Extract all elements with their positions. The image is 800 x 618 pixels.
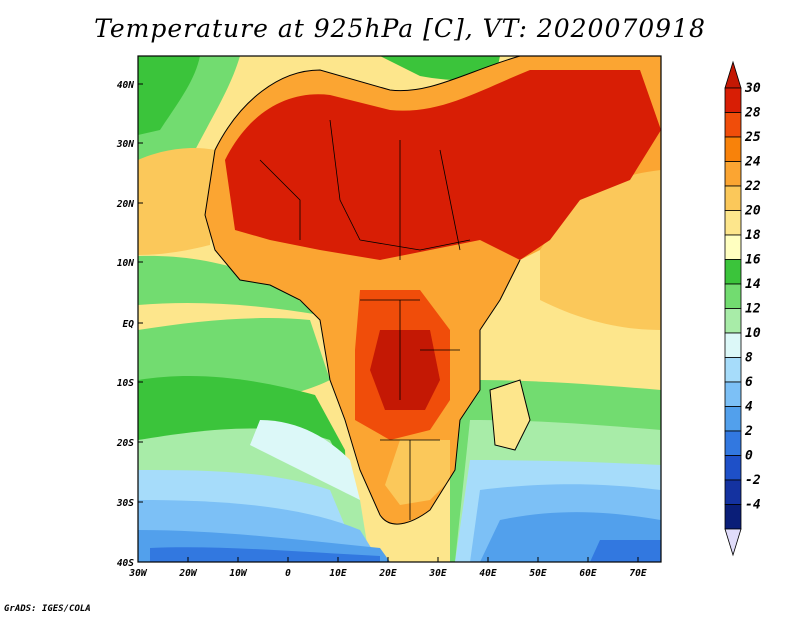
colorbar-level-label: 30 bbox=[744, 81, 761, 96]
colorbar-swatch bbox=[724, 185, 742, 211]
colorbar-level-label: 10 bbox=[745, 326, 761, 341]
colorbar-level-label: 28 bbox=[744, 106, 761, 121]
colorbar-swatch bbox=[724, 479, 742, 505]
lon-label: 70E bbox=[629, 568, 646, 579]
west-africa-coastal-warm bbox=[138, 148, 215, 255]
colorbar-swatch bbox=[724, 406, 742, 432]
map-title: Temperature at 925hPa [C], VT: 202007091… bbox=[94, 14, 706, 43]
madagascar-outline bbox=[489, 379, 531, 451]
map-plot-area bbox=[138, 56, 661, 562]
lon-label: 20E bbox=[378, 568, 396, 579]
indian-ocean-deepest-band bbox=[590, 540, 661, 562]
colorbar-bottom-arrow bbox=[724, 528, 742, 557]
lat-label: 20N bbox=[116, 199, 134, 210]
lat-label: 20S bbox=[116, 438, 134, 449]
colorbar-level-label: 4 bbox=[745, 400, 753, 415]
colorbar-level-label: 0 bbox=[745, 449, 753, 464]
lat-label: EQ bbox=[123, 319, 135, 330]
colorbar-swatch bbox=[724, 259, 742, 285]
lon-label: 50E bbox=[529, 568, 546, 579]
colorbar-swatch bbox=[724, 308, 742, 334]
lat-label: 40S bbox=[117, 558, 134, 569]
lat-label: 30N bbox=[116, 139, 134, 150]
south-atlantic-deepest-band bbox=[150, 547, 380, 562]
madagascar bbox=[490, 380, 530, 450]
lon-ticks bbox=[187, 557, 639, 562]
colorbar-level-label: 22 bbox=[744, 179, 761, 194]
colorbar-swatch bbox=[724, 430, 742, 456]
colorbar-swatch bbox=[724, 332, 742, 358]
colorbar-swatch bbox=[724, 136, 742, 162]
lon-label: 60E bbox=[579, 568, 596, 579]
colorbar-level-label: 18 bbox=[745, 228, 761, 243]
lon-label: 40E bbox=[479, 568, 496, 579]
colorbar-level-label: -4 bbox=[745, 498, 761, 513]
lon-label: 30E bbox=[428, 568, 446, 579]
grads-credit: GrADS: IGES/COLA bbox=[4, 604, 91, 614]
colorbar-level-label: -2 bbox=[745, 473, 761, 488]
colorbar-swatch bbox=[724, 381, 742, 407]
kalahari-hot-core bbox=[370, 330, 440, 410]
lon-label: 10E bbox=[329, 568, 346, 579]
colorbar-level-label: 20 bbox=[744, 204, 761, 219]
southern-africa-warm bbox=[385, 440, 450, 505]
colorbar-level-label: 2 bbox=[744, 424, 753, 439]
lat-label: 40N bbox=[117, 80, 134, 91]
colorbar-level-label: 8 bbox=[745, 351, 753, 366]
colorbar-swatch bbox=[724, 161, 742, 187]
lon-label: 10W bbox=[229, 568, 247, 579]
colorbar-level-label: 25 bbox=[744, 130, 761, 145]
country-borders bbox=[259, 119, 471, 520]
lon-label: 20W bbox=[178, 568, 197, 579]
lon-axis: 30W 20W 10W 0 10E 20E 30E 40E 50E 60E 70… bbox=[128, 568, 646, 579]
colorbar-level-label: 6 bbox=[745, 375, 753, 390]
lat-axis: 40N 30N 20N 10N EQ 10S 20S 30S 40S bbox=[116, 80, 134, 569]
colorbar-swatch bbox=[724, 504, 742, 530]
colorbar-top-arrow bbox=[724, 60, 742, 89]
lat-label: 30S bbox=[116, 498, 134, 509]
north-atlantic-green-2 bbox=[138, 56, 200, 135]
lat-label: 10S bbox=[117, 378, 134, 389]
colorbar-swatch bbox=[724, 234, 742, 260]
colorbar-level-label: 12 bbox=[745, 302, 761, 317]
colorbar-level-label: 16 bbox=[745, 253, 761, 268]
colorbar-swatch bbox=[724, 87, 742, 113]
colorbar-swatch bbox=[724, 112, 742, 138]
gulf-of-guinea-green bbox=[138, 255, 320, 315]
lon-label: 0 bbox=[285, 568, 291, 579]
coastline bbox=[204, 56, 521, 525]
lat-ticks bbox=[138, 83, 143, 503]
colorbar-swatch bbox=[724, 210, 742, 236]
plot-frame bbox=[137, 55, 662, 563]
south-atlantic-cold-patch bbox=[250, 420, 360, 500]
lat-label: 10N bbox=[117, 258, 134, 269]
colorbar-swatch bbox=[724, 357, 742, 383]
colorbar-level-label: 24 bbox=[744, 155, 761, 170]
colorbar-level-label: 14 bbox=[745, 277, 761, 292]
lon-label: 30W bbox=[128, 568, 147, 579]
colorbar-swatch bbox=[724, 455, 742, 481]
colorbar-swatch bbox=[724, 283, 742, 309]
